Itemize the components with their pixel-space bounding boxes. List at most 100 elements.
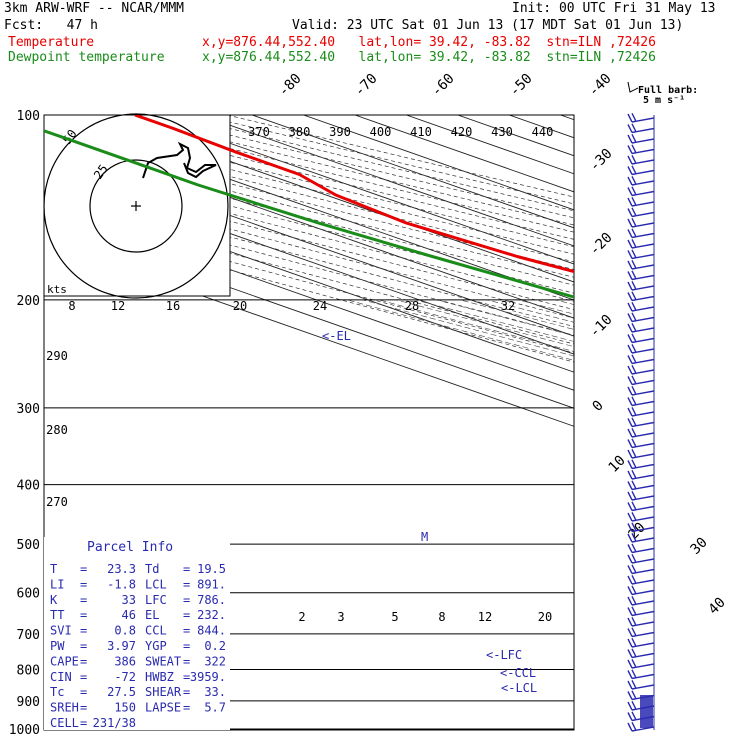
parcel-eq: = [183,608,190,622]
wind-barb [627,291,655,302]
wind-barb [627,207,655,218]
isotherm-label: -50 [507,71,536,100]
pressure-tick-label: 100 [17,109,40,124]
parcel-eq: = [80,608,87,622]
isotherm-line [46,115,574,301]
isotherm-line [252,115,574,229]
wind-barb [627,354,655,365]
wind-barb [627,112,655,123]
barb-legend: 5 m s⁻¹ [643,95,685,106]
dry-adiabat [227,115,574,198]
wind-barb [627,585,655,596]
wind-barb [627,343,655,354]
parcel-eq: = [80,562,87,576]
isotherm-label: -20 [587,230,616,259]
wind-barbs: Full barb:5 m s⁻¹ [627,81,698,732]
dry-adiabat [173,115,574,212]
wind-barb [627,144,655,155]
parcel-value: 33. [204,685,226,699]
parcel-eq: = [80,639,87,653]
parcel-value: 322 [204,654,226,668]
parcel-key: Td [145,562,159,576]
parcel-eq: = [80,577,87,591]
parcel-key: PW [50,639,65,653]
parcel-eq: = [183,639,190,653]
dewpoint-legend: Dewpoint temperature [8,50,165,65]
mixing-ratio-label: 20 [233,299,247,313]
pressure-tick-label: 1000 [9,723,40,738]
parcel-eq: = [80,670,87,684]
parcel-key: CAPE [50,654,79,668]
valid-time: Valid: 23 UTC Sat 01 Jun 13 (17 MDT Sat … [292,18,684,33]
wind-barb [627,406,655,417]
parcel-value: 386 [114,654,136,668]
parcel-key: Tc [50,685,64,699]
parcel-eq: = [80,593,87,607]
theta-label: 440 [532,125,554,139]
wind-barb [627,217,655,228]
isotherm-label: -40 [586,71,615,100]
parcel-eq: = [183,701,190,715]
mixing-ratio-label: 12 [478,610,492,624]
parcel-value: 3959. [190,670,226,684]
temperature-legend: Temperature [8,35,95,50]
parcel-eq: = [183,670,190,684]
wind-barb [627,228,655,239]
wind-barb [627,427,655,438]
parcel-eq: = [80,654,87,668]
parcel-value: 46 [122,608,136,622]
parcel-key: LFC [145,593,167,607]
dry-adiabat-label: 270 [46,495,68,509]
parcel-key: TT [50,608,64,622]
isotherm-line [663,115,740,740]
pressure-tick-label: 500 [17,538,40,553]
moist-adiabat [346,299,574,361]
level-marker: <-EL [322,329,351,343]
parcel-eq: = [80,716,87,730]
wind-barb [627,385,655,396]
parcel-info-panel: Parcel Info T = 23.3 Td = 19.5 LI = -1.8 LCL = 891. K… [44,537,230,730]
wind-barb [627,280,655,291]
wind-barb [627,238,655,249]
parcel-value: 150 [114,701,136,715]
mixing-ratio-label: 2 [298,610,305,624]
pressure-tick-label: 800 [17,663,40,678]
wind-barb [627,123,655,134]
wind-barb [627,511,655,522]
wind-barb [627,532,655,543]
isotherm-line [354,115,574,193]
parcel-key: LCL [145,577,167,591]
parcel-key: YGP [145,639,167,653]
wind-barb [627,196,655,207]
moist-adiabat [378,299,574,352]
mixing-ratio-label: 20 [538,610,552,624]
moist-adiabat [415,299,574,342]
parcel-eq: = [80,685,87,699]
moist-adiabat [652,300,740,740]
wind-barb [627,175,655,186]
wind-barb [627,459,655,470]
wind-barb [627,669,655,680]
hodograph-units: kts [47,283,67,296]
wind-barb [627,396,655,407]
theta-label: 410 [410,125,432,139]
model-title: 3km ARW-WRF -- NCAR/MMM [4,1,185,16]
hodograph-ring-label: 25 [91,162,111,182]
wind-barb [627,637,655,648]
level-marker: <-LCL [501,681,537,695]
moist-adiabat [715,300,740,740]
parcel-value: 232. [197,608,226,622]
wind-barb [627,312,655,323]
pressure-tick-label: 600 [17,587,40,602]
parcel-key: HWBZ [145,670,174,684]
parcel-eq: = [183,624,190,638]
wind-barb [627,658,655,669]
wind-barb [627,595,655,606]
pressure-tick-label: 400 [17,479,40,494]
wind-barb [627,186,655,197]
isotherm-line [457,115,574,157]
parcel-key: LI [50,577,64,591]
parcel-value: 23.3 [107,562,136,576]
parcel-key: EL [145,608,159,622]
theta-label: 420 [451,125,473,139]
